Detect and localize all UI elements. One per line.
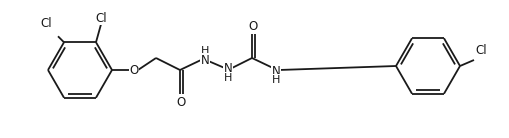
Text: O: O xyxy=(248,19,258,33)
Text: Cl: Cl xyxy=(474,43,486,56)
Text: H: H xyxy=(223,73,232,83)
Text: O: O xyxy=(177,95,186,108)
Text: H: H xyxy=(271,75,279,85)
Text: N: N xyxy=(271,64,280,78)
Text: N: N xyxy=(200,54,209,67)
Text: Cl: Cl xyxy=(95,12,106,25)
Text: N: N xyxy=(223,62,232,75)
Text: H: H xyxy=(201,46,209,56)
Text: O: O xyxy=(129,63,138,76)
Text: Cl: Cl xyxy=(40,17,52,30)
